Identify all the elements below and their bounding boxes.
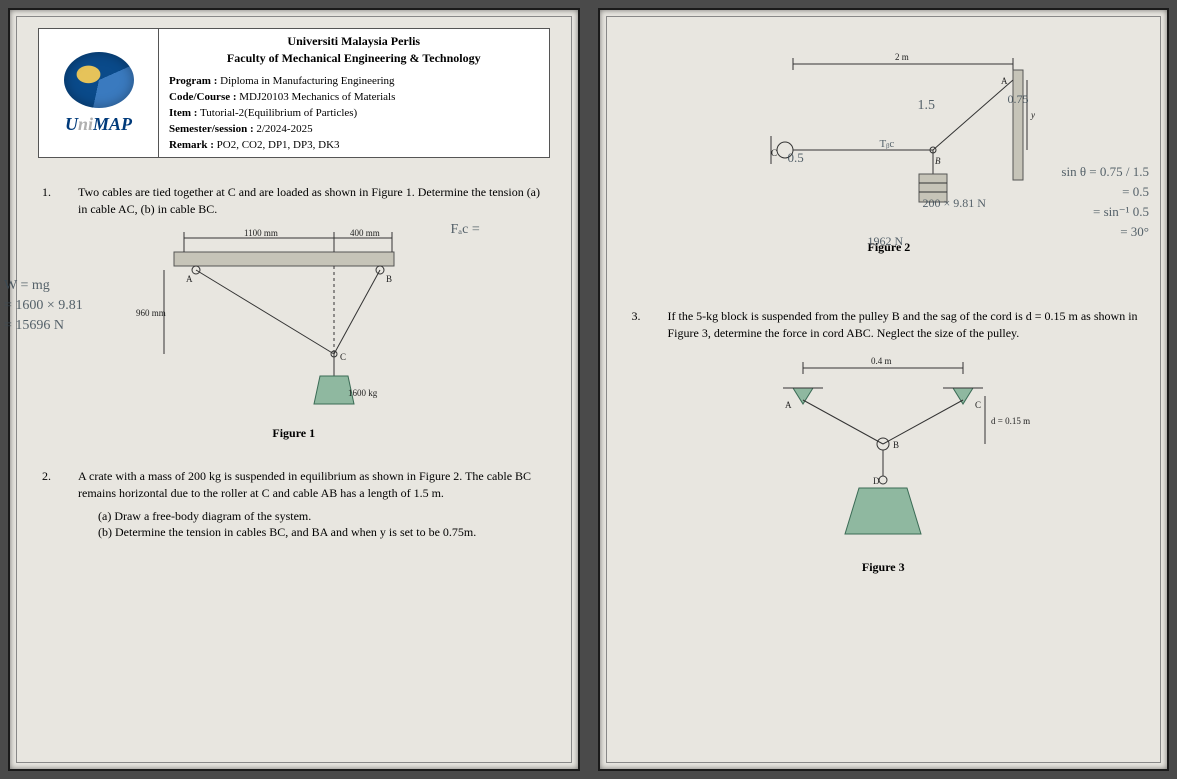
svg-text:C: C — [340, 352, 346, 362]
svg-text:C: C — [771, 148, 777, 158]
figure-3: 0.4 m A C d = 0.15 m B D Figure 3 — [723, 348, 1043, 578]
svg-text:A: A — [785, 400, 792, 410]
svg-text:B: B — [893, 440, 899, 450]
semester-row: Semester/session : 2/2024-2025 — [169, 122, 539, 138]
svg-text:A: A — [1001, 76, 1008, 86]
hand-sin-res: = 0.5 — [1122, 184, 1149, 200]
figure-3-caption: Figure 3 — [723, 560, 1043, 575]
question-2: 2.A crate with a mass of 200 kg is suspe… — [60, 468, 550, 502]
svg-text:y: y — [1030, 110, 1035, 120]
dim-sag: d = 0.15 m — [991, 416, 1030, 426]
hand-sin-inv: = sin⁻¹ 0.5 — [1093, 204, 1149, 220]
unimap-logo-icon — [64, 52, 134, 108]
dim-2m: 2 m — [895, 52, 909, 62]
hand-right-hyp: 0.75 — [1008, 92, 1029, 107]
hand-sin-expr: sin θ = 0.75 / 1.5 — [1061, 164, 1149, 180]
hand-ang: = 30° — [1120, 224, 1149, 240]
faculty-name: Faculty of Mechanical Engineering & Tech… — [169, 50, 539, 67]
question-2b: (b) Determine the tension in cables BC, … — [98, 524, 550, 541]
svg-text:B: B — [386, 274, 392, 284]
figure-1: 1100 mm 400 mm A B C 960 mm 1600 kg Figu… — [134, 224, 454, 444]
item-row: Item : Tutorial-2(Equilibrium of Particl… — [169, 106, 539, 122]
figure-2: 2 m A C B y Figure 2 1.5 0. — [668, 48, 1098, 268]
figure-1-svg: 1100 mm 400 mm A B C 960 mm 1600 kg — [134, 224, 454, 424]
svg-text:D: D — [873, 476, 880, 486]
hand-w-mg: W = mg — [4, 278, 50, 294]
hand-mass-note: 200 × 9.81 N — [923, 196, 986, 211]
header-info: Universiti Malaysia Perlis Faculty of Me… — [159, 29, 549, 157]
svg-text:C: C — [975, 400, 981, 410]
hand-ab-len: 1.5 — [918, 98, 936, 114]
code-row: Code/Course : MDJ20103 Mechanics of Mate… — [169, 90, 539, 106]
program-row: Program : Diploma in Manufacturing Engin… — [169, 74, 539, 90]
right-page: 2 m A C B y Figure 2 1.5 0. — [598, 8, 1170, 771]
hand-left-seg: 0.5 — [788, 150, 804, 166]
hand-tbc: Tᵦc — [880, 138, 895, 150]
dim-04m: 0.4 m — [871, 356, 892, 366]
dim-1100: 1100 mm — [244, 228, 278, 238]
logo-cell: UniMAP — [39, 29, 159, 157]
dim-960: 960 mm — [136, 308, 166, 318]
left-page: UniMAP Universiti Malaysia Perlis Facult… — [8, 8, 580, 771]
university-name: Universiti Malaysia Perlis — [169, 33, 539, 50]
hand-calc1: = 1600 × 9.81 — [4, 298, 83, 314]
question-3: 3.If the 5-kg block is suspended from th… — [650, 308, 1140, 342]
header-block: UniMAP Universiti Malaysia Perlis Facult… — [38, 28, 550, 158]
dim-400: 400 mm — [350, 228, 380, 238]
mass-1600: 1600 kg — [348, 388, 378, 398]
remark-row: Remark : PO2, CO2, DP1, DP3, DK3 — [169, 138, 539, 154]
question-2a: (a) Draw a free-body diagram of the syst… — [98, 508, 550, 525]
figure-1-caption: Figure 1 — [134, 426, 454, 441]
svg-text:A: A — [186, 274, 193, 284]
hand-calc2: = 15696 N — [4, 318, 64, 334]
logo-text: UniMAP — [65, 114, 132, 135]
question-1: 1.Two cables are tied together at C and … — [60, 184, 550, 218]
figure-3-svg: 0.4 m A C d = 0.15 m B D — [723, 348, 1043, 558]
hand-fac: Fₐc = — [451, 222, 480, 238]
svg-text:B: B — [935, 156, 941, 166]
hand-mass-val: 1962 N — [868, 234, 904, 249]
